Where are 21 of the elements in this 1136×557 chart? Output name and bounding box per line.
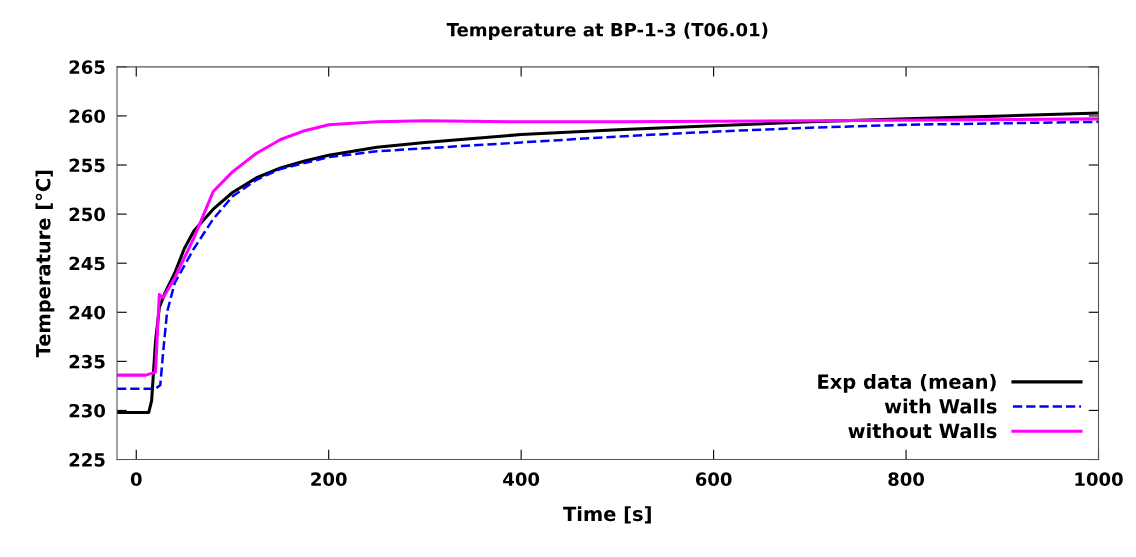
y-axis-title: Temperature [°C] [35,170,55,358]
y-tick-label: 240 [69,305,106,320]
y-tick-label: 225 [69,452,105,467]
x-tick-label: 800 [888,472,925,486]
y-tick-label: 260 [69,109,106,124]
y-tick-label: 255 [69,158,105,173]
y-tick-label: 230 [69,403,106,418]
legend-label: Exp data (mean) [818,373,996,393]
x-tick-label: 200 [311,472,347,486]
x-tick-label: 0 [130,472,142,486]
x-tick-label: 600 [695,472,732,486]
legend-label: without Walls [848,423,997,439]
y-tick-label: 265 [69,60,105,74]
y-tick-label: 245 [69,256,105,271]
x-tick-label: 400 [503,472,540,486]
y-tick-label: 235 [69,354,105,369]
y-tick-label: 250 [69,207,106,222]
chart-title: Temperature at BP-1-3 (T06.01) [446,22,768,41]
legend-label: with Walls [884,398,997,414]
x-axis-title: Time [s] [563,506,651,524]
x-tick-label: 1000 [1075,472,1123,486]
